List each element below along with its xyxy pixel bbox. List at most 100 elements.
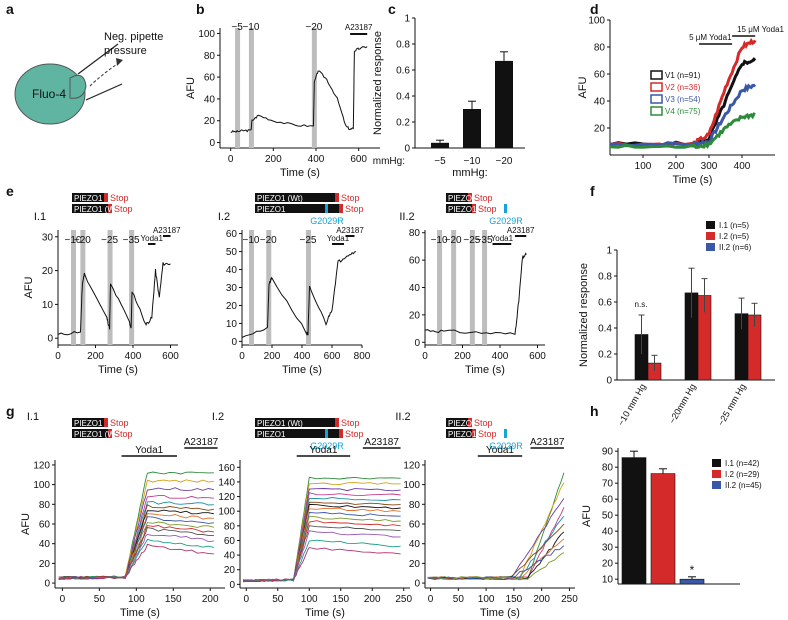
g1-ytick-label: 120 (33, 460, 50, 471)
construct-bar-bottom (255, 204, 343, 213)
e2-compound-label: Yoda1 (327, 234, 350, 243)
g3-xtick-label: 0 (428, 594, 434, 605)
g1-ytick-label: 40 (39, 539, 51, 550)
e2-x-axis-label: Time (s) (282, 364, 322, 376)
e3-xtick-label: 400 (492, 351, 509, 362)
f-legend-label: II.2 (n=6) (719, 243, 752, 252)
f-y-axis-label: Normalized response (578, 263, 590, 367)
d-ytick-label: 60 (594, 70, 606, 81)
stop-label-top: Stop (474, 193, 493, 203)
e3-stimulus-label: −10 (431, 235, 448, 246)
construct-label-top: PIEZO1 (Wt) (257, 194, 303, 203)
h-ytick-label: 70 (602, 479, 614, 490)
g3-x-axis-label: Time (s) (480, 607, 520, 619)
g2-xtick-label: 150 (332, 594, 349, 605)
g3-ytick-label: 20 (409, 559, 421, 570)
panel-label-h: h (590, 403, 599, 419)
stop-marker-top (468, 193, 472, 202)
g3-compound-label: A23187 (530, 437, 565, 448)
g1-ytick-label: 100 (33, 480, 50, 491)
g3-compound-label: Yoda1 (486, 445, 514, 456)
stop-marker-top (104, 193, 108, 202)
g1-xtick-label: 50 (94, 594, 106, 605)
e2-xtick-label: 800 (354, 351, 371, 362)
e2-xtick-label: 200 (264, 351, 281, 362)
g2-trace-line (243, 503, 401, 582)
b-x-axis-label: Time (s) (280, 167, 320, 179)
e3-stimulus-label: −35 (476, 235, 493, 246)
d-yoda-label: 5 μM Yoda1 (689, 33, 732, 42)
c-x-axis-label: mmHg: (452, 167, 487, 179)
g2-trace-line (242, 512, 401, 582)
stop-marker-top (335, 418, 339, 427)
g1-trace-line (58, 487, 214, 580)
suction-arrow (89, 61, 121, 87)
stop-marker-bottom (472, 204, 476, 213)
e1-x-axis-label: Time (s) (98, 364, 138, 376)
b-stimulus-label: −5 (231, 22, 243, 33)
g2-ytick-label: 60 (224, 536, 236, 547)
e1-xtick-label: 200 (87, 351, 104, 362)
f-category-label: −25 mm Hg (716, 382, 748, 428)
g1-trace-line (58, 543, 214, 580)
construct-label-bottom: PIEZO1 (448, 430, 477, 439)
construct-label-top: PIEZO1 (74, 194, 103, 203)
e2-stimulus-bar (249, 230, 254, 345)
e2-xtick-label: 0 (239, 351, 245, 362)
b-xtick-label: 200 (265, 154, 282, 165)
e2-ytick-label: 10 (226, 319, 238, 330)
h-legend-label: II.2 (n=45) (725, 481, 762, 490)
d-legend-swatch (650, 70, 663, 80)
e3-xtick-label: 0 (422, 351, 428, 362)
g1-trace-line (58, 479, 214, 580)
construct-label-top: PIEZO1 (74, 419, 103, 428)
g3-xtick-label: 50 (453, 594, 465, 605)
construct-label-top: PIEZO1 (448, 419, 477, 428)
stop-marker-top (335, 193, 339, 202)
construct-bar-top (446, 418, 472, 427)
d-legend-swatch (650, 106, 663, 116)
construct-bar-top (446, 193, 472, 202)
e2-ytick-label: 0 (231, 337, 237, 348)
e1-ytick-label: 0 (47, 334, 53, 345)
stop-label-top: Stop (474, 418, 493, 428)
e1-xtick-label: 400 (125, 351, 142, 362)
f-ytick-label: 0.6 (598, 298, 612, 309)
b-ytick-label: 80 (204, 51, 216, 62)
h-legend-label: I.1 (n=42) (725, 459, 760, 468)
e3-stimulus-label: −25 (463, 235, 480, 246)
b-xtick-label: 600 (350, 154, 367, 165)
c-ytick-label: 0.8 (396, 40, 410, 51)
h-significance-star: * (690, 563, 695, 577)
panel-g1-title: I.1 (27, 411, 39, 423)
h-legend-label: I.2 (n=29) (725, 470, 760, 479)
e1-stimulus-label: −25 (101, 235, 118, 246)
g1-xtick-label: 100 (128, 594, 145, 605)
c-category-label: −20 (496, 156, 513, 167)
stop-marker-bottom (339, 429, 343, 438)
g1-y-axis-label: AFU (20, 513, 32, 535)
construct-label-bottom: PIEZO1 (448, 205, 477, 214)
g1-ytick-label: 80 (39, 500, 51, 511)
e2-ytick-label: 30 (226, 283, 238, 294)
g1-x-axis-label: Time (s) (120, 607, 160, 619)
stop-label-bottom: Stop (345, 204, 364, 214)
g1-xtick-label: 0 (60, 594, 66, 605)
e1-stimulus-bar (71, 230, 76, 345)
d-x-axis-label: Time (s) (673, 174, 713, 186)
b-y-axis-label: AFU (185, 77, 197, 99)
g2-xtick-label: 200 (364, 594, 381, 605)
panel-label-b: b (196, 1, 205, 17)
c-ytick-label: 0.4 (396, 92, 410, 103)
c-bar (431, 142, 449, 148)
panel-e1-title: I.1 (34, 211, 46, 223)
g2-compound-label: A23187 (364, 437, 399, 448)
f-ytick-label: 0.2 (598, 350, 612, 361)
e1-ytick-label: 30 (42, 232, 54, 243)
construct-label-bottom: PIEZO1 (257, 430, 286, 439)
e1-y-axis-label: AFU (23, 276, 35, 298)
b-ytick-label: 60 (204, 73, 216, 84)
e1-ytick-label: 20 (42, 266, 54, 277)
stop-marker-bottom (472, 429, 476, 438)
g2-x-axis-label: Time (s) (305, 607, 345, 619)
